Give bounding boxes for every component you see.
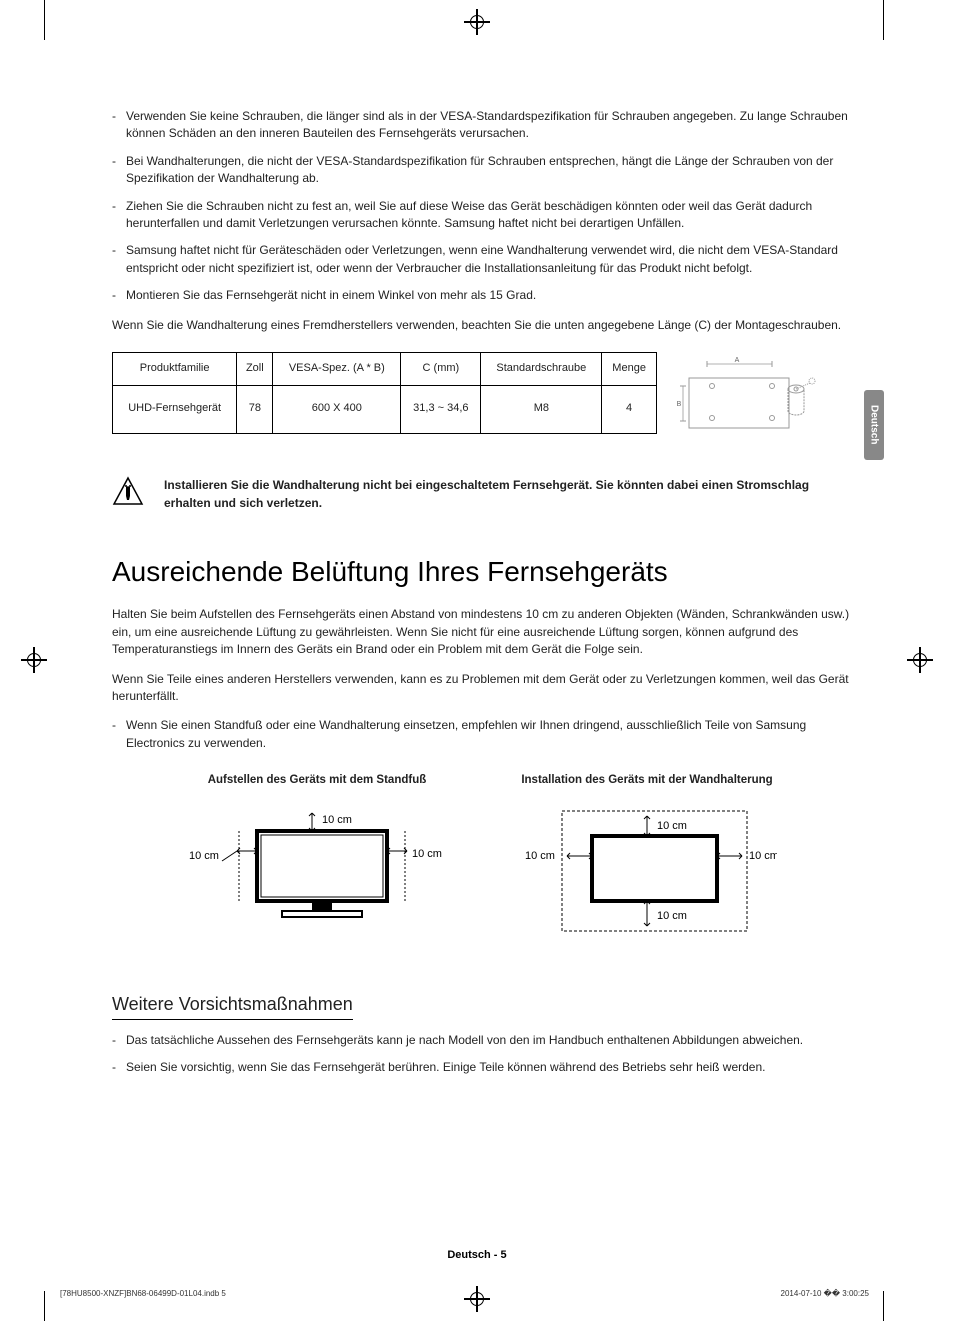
bullet-text: Ziehen Sie die Schrauben nicht zu fest a… xyxy=(126,198,852,233)
warning-icon xyxy=(112,476,144,508)
svg-text:10 cm: 10 cm xyxy=(657,820,687,832)
svg-text:10 cm: 10 cm xyxy=(412,848,442,860)
top-bullet-list: -Verwenden Sie keine Schrauben, die läng… xyxy=(112,108,852,305)
table-cell: UHD-Fernsehgerät xyxy=(113,385,237,433)
svg-text:A: A xyxy=(735,357,740,364)
svg-text:10 cm: 10 cm xyxy=(657,910,687,922)
section-paragraph: Wenn Sie Teile eines anderen Herstellers… xyxy=(112,671,852,706)
page-footer-center: Deutsch - 5 xyxy=(0,1249,954,1261)
diagram-caption: Aufstellen des Geräts mit dem Standfuß xyxy=(187,772,447,789)
table-cell: 4 xyxy=(602,385,657,433)
bullet-text: Das tatsächliche Aussehen des Fernsehger… xyxy=(126,1032,852,1049)
table-header: Produktfamilie xyxy=(113,352,237,385)
wall-diagram-column: Installation des Geräts mit der Wandhalt… xyxy=(517,772,777,941)
section-paragraph: Halten Sie beim Aufstellen des Fernsehge… xyxy=(112,606,852,658)
registration-mark-bottom xyxy=(467,1289,487,1309)
tv-stand-diagram: 10 cm 10 cm 10 cm xyxy=(187,801,447,941)
svg-text:10 cm: 10 cm xyxy=(749,850,777,862)
svg-text:B: B xyxy=(677,401,682,408)
page-footer-left: [78HU8500-XNZF]BN68-06499D-01L04.indb 5 xyxy=(60,1289,226,1298)
table-cell: 600 X 400 xyxy=(273,385,401,433)
table-header: Standardschraube xyxy=(481,352,602,385)
table-cell: M8 xyxy=(481,385,602,433)
table-header: C (mm) xyxy=(401,352,481,385)
bullet-text: Seien Sie vorsichtig, wenn Sie das Ferns… xyxy=(126,1059,852,1076)
bullet-text: Samsung haftet nicht für Geräteschäden o… xyxy=(126,242,852,277)
table-cell: 78 xyxy=(237,385,273,433)
warning-text: Installieren Sie die Wandhalterung nicht… xyxy=(164,476,852,512)
bullet-text: Bei Wandhalterungen, die nicht der VESA-… xyxy=(126,153,852,188)
warning-block: Installieren Sie die Wandhalterung nicht… xyxy=(112,476,852,512)
subsection-title: Weitere Vorsichtsmaßnahmen xyxy=(112,991,353,1020)
table-header: Menge xyxy=(602,352,657,385)
wall-mount-diagram: 10 cm 10 cm 10 cm 10 cm xyxy=(517,801,777,941)
vesa-spec-table: Produktfamilie Zoll VESA-Spez. (A * B) C… xyxy=(112,352,657,434)
table-header: Zoll xyxy=(237,352,273,385)
vesa-diagram: A B xyxy=(677,356,817,436)
svg-text:10 cm: 10 cm xyxy=(322,814,352,826)
registration-mark-top xyxy=(467,12,487,32)
page-footer-right: 2014-07-10 �� 3:00:25 xyxy=(781,1289,869,1298)
intro-paragraph: Wenn Sie die Wandhalterung eines Fremdhe… xyxy=(112,317,852,334)
diagram-caption: Installation des Geräts mit der Wandhalt… xyxy=(517,772,777,789)
table-cell: 31,3 ~ 34,6 xyxy=(401,385,481,433)
svg-text:10 cm: 10 cm xyxy=(189,850,219,862)
table-header: VESA-Spez. (A * B) xyxy=(273,352,401,385)
svg-text:10 cm: 10 cm xyxy=(525,850,555,862)
registration-mark-right xyxy=(910,650,930,670)
bullet-text: Montieren Sie das Fernsehgerät nicht in … xyxy=(126,287,852,304)
bullet-text: Wenn Sie einen Standfuß oder eine Wandha… xyxy=(126,717,852,752)
bullet-text: Verwenden Sie keine Schrauben, die länge… xyxy=(126,108,852,143)
section-title: Ausreichende Belüftung Ihres Fernsehgerä… xyxy=(112,552,852,593)
registration-mark-left xyxy=(24,650,44,670)
language-tab: Deutsch xyxy=(864,390,884,460)
stand-diagram-column: Aufstellen des Geräts mit dem Standfuß 1… xyxy=(187,772,447,941)
